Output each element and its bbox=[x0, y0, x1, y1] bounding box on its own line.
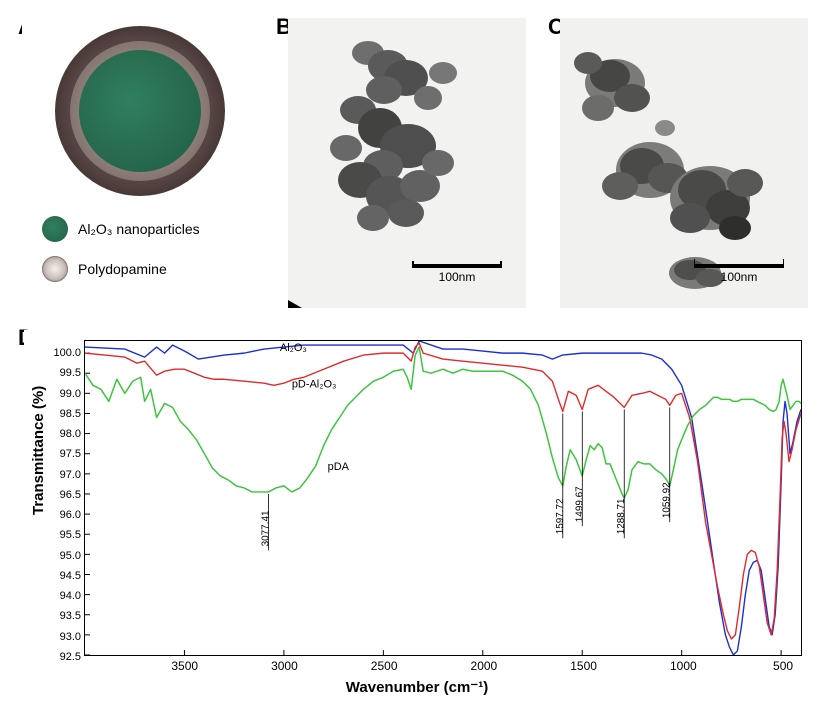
coreshell-diagram bbox=[55, 26, 225, 196]
svg-text:pDA: pDA bbox=[328, 461, 350, 473]
svg-text:Al₂O₃: Al₂O₃ bbox=[280, 342, 307, 354]
svg-text:1499.67: 1499.67 bbox=[574, 486, 585, 522]
legend: Al₂O₃ nanoparticles Polydopamine bbox=[22, 216, 257, 282]
svg-text:1597.72: 1597.72 bbox=[555, 498, 566, 534]
scalebar-b-text: 100nm bbox=[412, 270, 502, 284]
scalebar-c-text: 100nm bbox=[694, 270, 784, 284]
scalebar-c: 100nm bbox=[694, 264, 784, 284]
scalebar-c-line bbox=[694, 264, 784, 268]
scalebar-b: 100nm bbox=[412, 264, 502, 284]
scalebar-b-line bbox=[412, 264, 502, 268]
panel-c-tem: 100nm bbox=[560, 18, 808, 308]
legend-row-core: Al₂O₃ nanoparticles bbox=[42, 216, 257, 242]
legend-row-shell: Polydopamine bbox=[42, 256, 257, 282]
core-circle bbox=[79, 50, 201, 172]
legend-text-core: Al₂O₃ nanoparticles bbox=[78, 221, 200, 237]
ftir-svg: Al₂O₃ pD-Al₂O₃ pDA 3077.41 1597.72 1499.67 128… bbox=[85, 341, 801, 655]
ftir-xlabel: Wavenumber (cm⁻¹) bbox=[346, 678, 488, 696]
panel-d-ftir: Transmittance (%) Wavenumber (cm⁻¹) Al₂O… bbox=[24, 330, 810, 698]
legend-text-shell: Polydopamine bbox=[78, 261, 167, 277]
panel-a: Al₂O₃ nanoparticles Polydopamine bbox=[22, 18, 257, 303]
panel-b-tem: 100nm bbox=[288, 18, 526, 308]
svg-text:3077.41: 3077.41 bbox=[260, 510, 271, 546]
ftir-ylabel: Transmittance (%) bbox=[30, 386, 47, 515]
svg-text:pD-Al₂O₃: pD-Al₂O₃ bbox=[292, 378, 337, 390]
ftir-chart-area: Al₂O₃ pD-Al₂O₃ pDA 3077.41 1597.72 1499.67 128… bbox=[84, 340, 802, 656]
legend-swatch-shell bbox=[42, 256, 68, 282]
legend-swatch-core bbox=[42, 216, 68, 242]
svg-text:1288.71: 1288.71 bbox=[616, 498, 627, 534]
svg-text:1059.92: 1059.92 bbox=[662, 482, 673, 518]
